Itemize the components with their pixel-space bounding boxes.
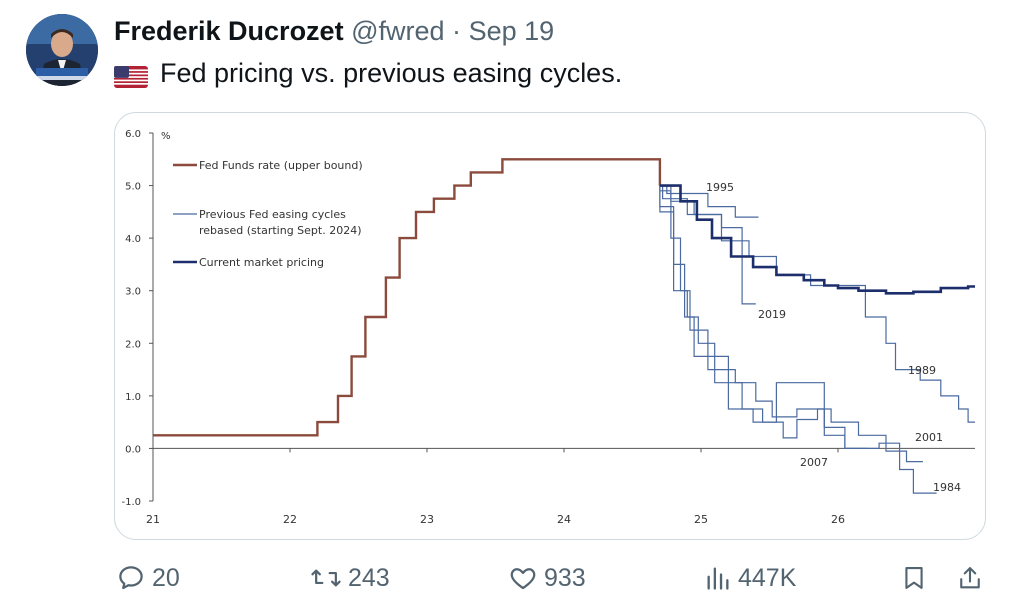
chart-card[interactable]: 6.0 5.0 4.0 3.0 2.0 1.0 0.0 -1.0% 21 22 23 24 25 26 F…: [114, 112, 986, 540]
x-tick-label: 25: [694, 513, 708, 526]
y-tick-label: 1.0: [125, 392, 141, 403]
chart-axes: 6.0 5.0 4.0 3.0 2.0 1.0 0.0 -1.0% 21 22 23 24 25 26: [121, 129, 975, 526]
legend-label: Previous Fed easing cycles: [199, 208, 346, 221]
reply-count: 20: [152, 563, 180, 592]
share-icon: [960, 567, 980, 589]
annotation-1984: 1984: [933, 481, 961, 494]
series-line-2001: [659, 185, 923, 463]
x-tick-label: 24: [557, 513, 571, 526]
views-icon: [707, 567, 729, 590]
x-tick-label: 26: [831, 513, 845, 526]
action-bar: 20 243 933 447K: [0, 556, 1010, 600]
y-tick-label: 0.0: [125, 444, 141, 455]
annotation-1989: 1989: [908, 364, 936, 377]
annotation-2001: 2001: [915, 431, 943, 444]
retweet-count: 243: [348, 563, 390, 592]
tweet-header: Frederik Ducrozet @fwred · Sep 19: [114, 14, 554, 48]
retweet-icon: [311, 569, 341, 587]
series-line-current-market-pricing: [659, 184, 975, 295]
avatar[interactable]: [26, 14, 98, 86]
reply-icon: [119, 566, 143, 590]
chart-series: [153, 158, 975, 494]
series-line-1984: [659, 185, 937, 494]
avatar-image: [26, 14, 98, 86]
heart-icon: [510, 568, 536, 590]
y-axis-label: %: [161, 131, 171, 142]
x-tick-label: 21: [146, 513, 160, 526]
like-count: 933: [544, 563, 586, 592]
chart-legend: Fed Funds rate (upper bound) Previous Fed…: [173, 159, 363, 269]
x-tick-label: 22: [283, 513, 297, 526]
y-tick-label: 6.0: [125, 129, 141, 140]
y-tick-label: 4.0: [125, 234, 141, 245]
like-button[interactable]: 933: [508, 556, 586, 600]
series-line-fed-funds-rate-upper-bound-: [153, 158, 662, 437]
views-button[interactable]: 447K: [704, 556, 796, 600]
y-tick-label: 2.0: [125, 339, 141, 350]
author-name[interactable]: Frederik Ducrozet: [114, 16, 344, 46]
y-tick-label: 5.0: [125, 182, 141, 193]
retweet-button[interactable]: 243: [310, 556, 390, 600]
author-handle[interactable]: @fwred: [351, 16, 445, 46]
annotation-2019: 2019: [758, 308, 786, 321]
legend-label: Fed Funds rate (upper bound): [199, 159, 363, 172]
post-date[interactable]: Sep 19: [468, 16, 555, 46]
bookmark-icon: [905, 567, 923, 589]
y-tick-label: 3.0: [125, 287, 141, 298]
chart: 6.0 5.0 4.0 3.0 2.0 1.0 0.0 -1.0% 21 22 23 24 25 26 F…: [121, 129, 975, 526]
legend-label-line2: rebased (starting Sept. 2024): [199, 224, 362, 237]
series-line-1989: [659, 184, 975, 423]
annotation-2007: 2007: [800, 456, 828, 469]
annotation-1995: 1995: [706, 181, 734, 194]
tweet-body: Fed pricing vs. previous easing cycles.: [160, 58, 623, 88]
bookmark-button[interactable]: [900, 556, 928, 600]
us-flag-icon: [114, 62, 148, 88]
views-count: 447K: [738, 563, 797, 592]
tweet-text: Fed pricing vs. previous easing cycles.: [114, 56, 622, 90]
reply-button[interactable]: 20: [116, 556, 180, 600]
x-tick-label: 23: [420, 513, 434, 526]
separator: ·: [452, 16, 462, 46]
legend-label: Current market pricing: [199, 256, 324, 269]
chart-annotations: 1995 2019 1989 2001 2007 1984: [706, 181, 961, 494]
y-tick-label: -1.0: [121, 497, 141, 508]
share-button[interactable]: [956, 556, 984, 600]
series-line-1995: [659, 184, 759, 218]
